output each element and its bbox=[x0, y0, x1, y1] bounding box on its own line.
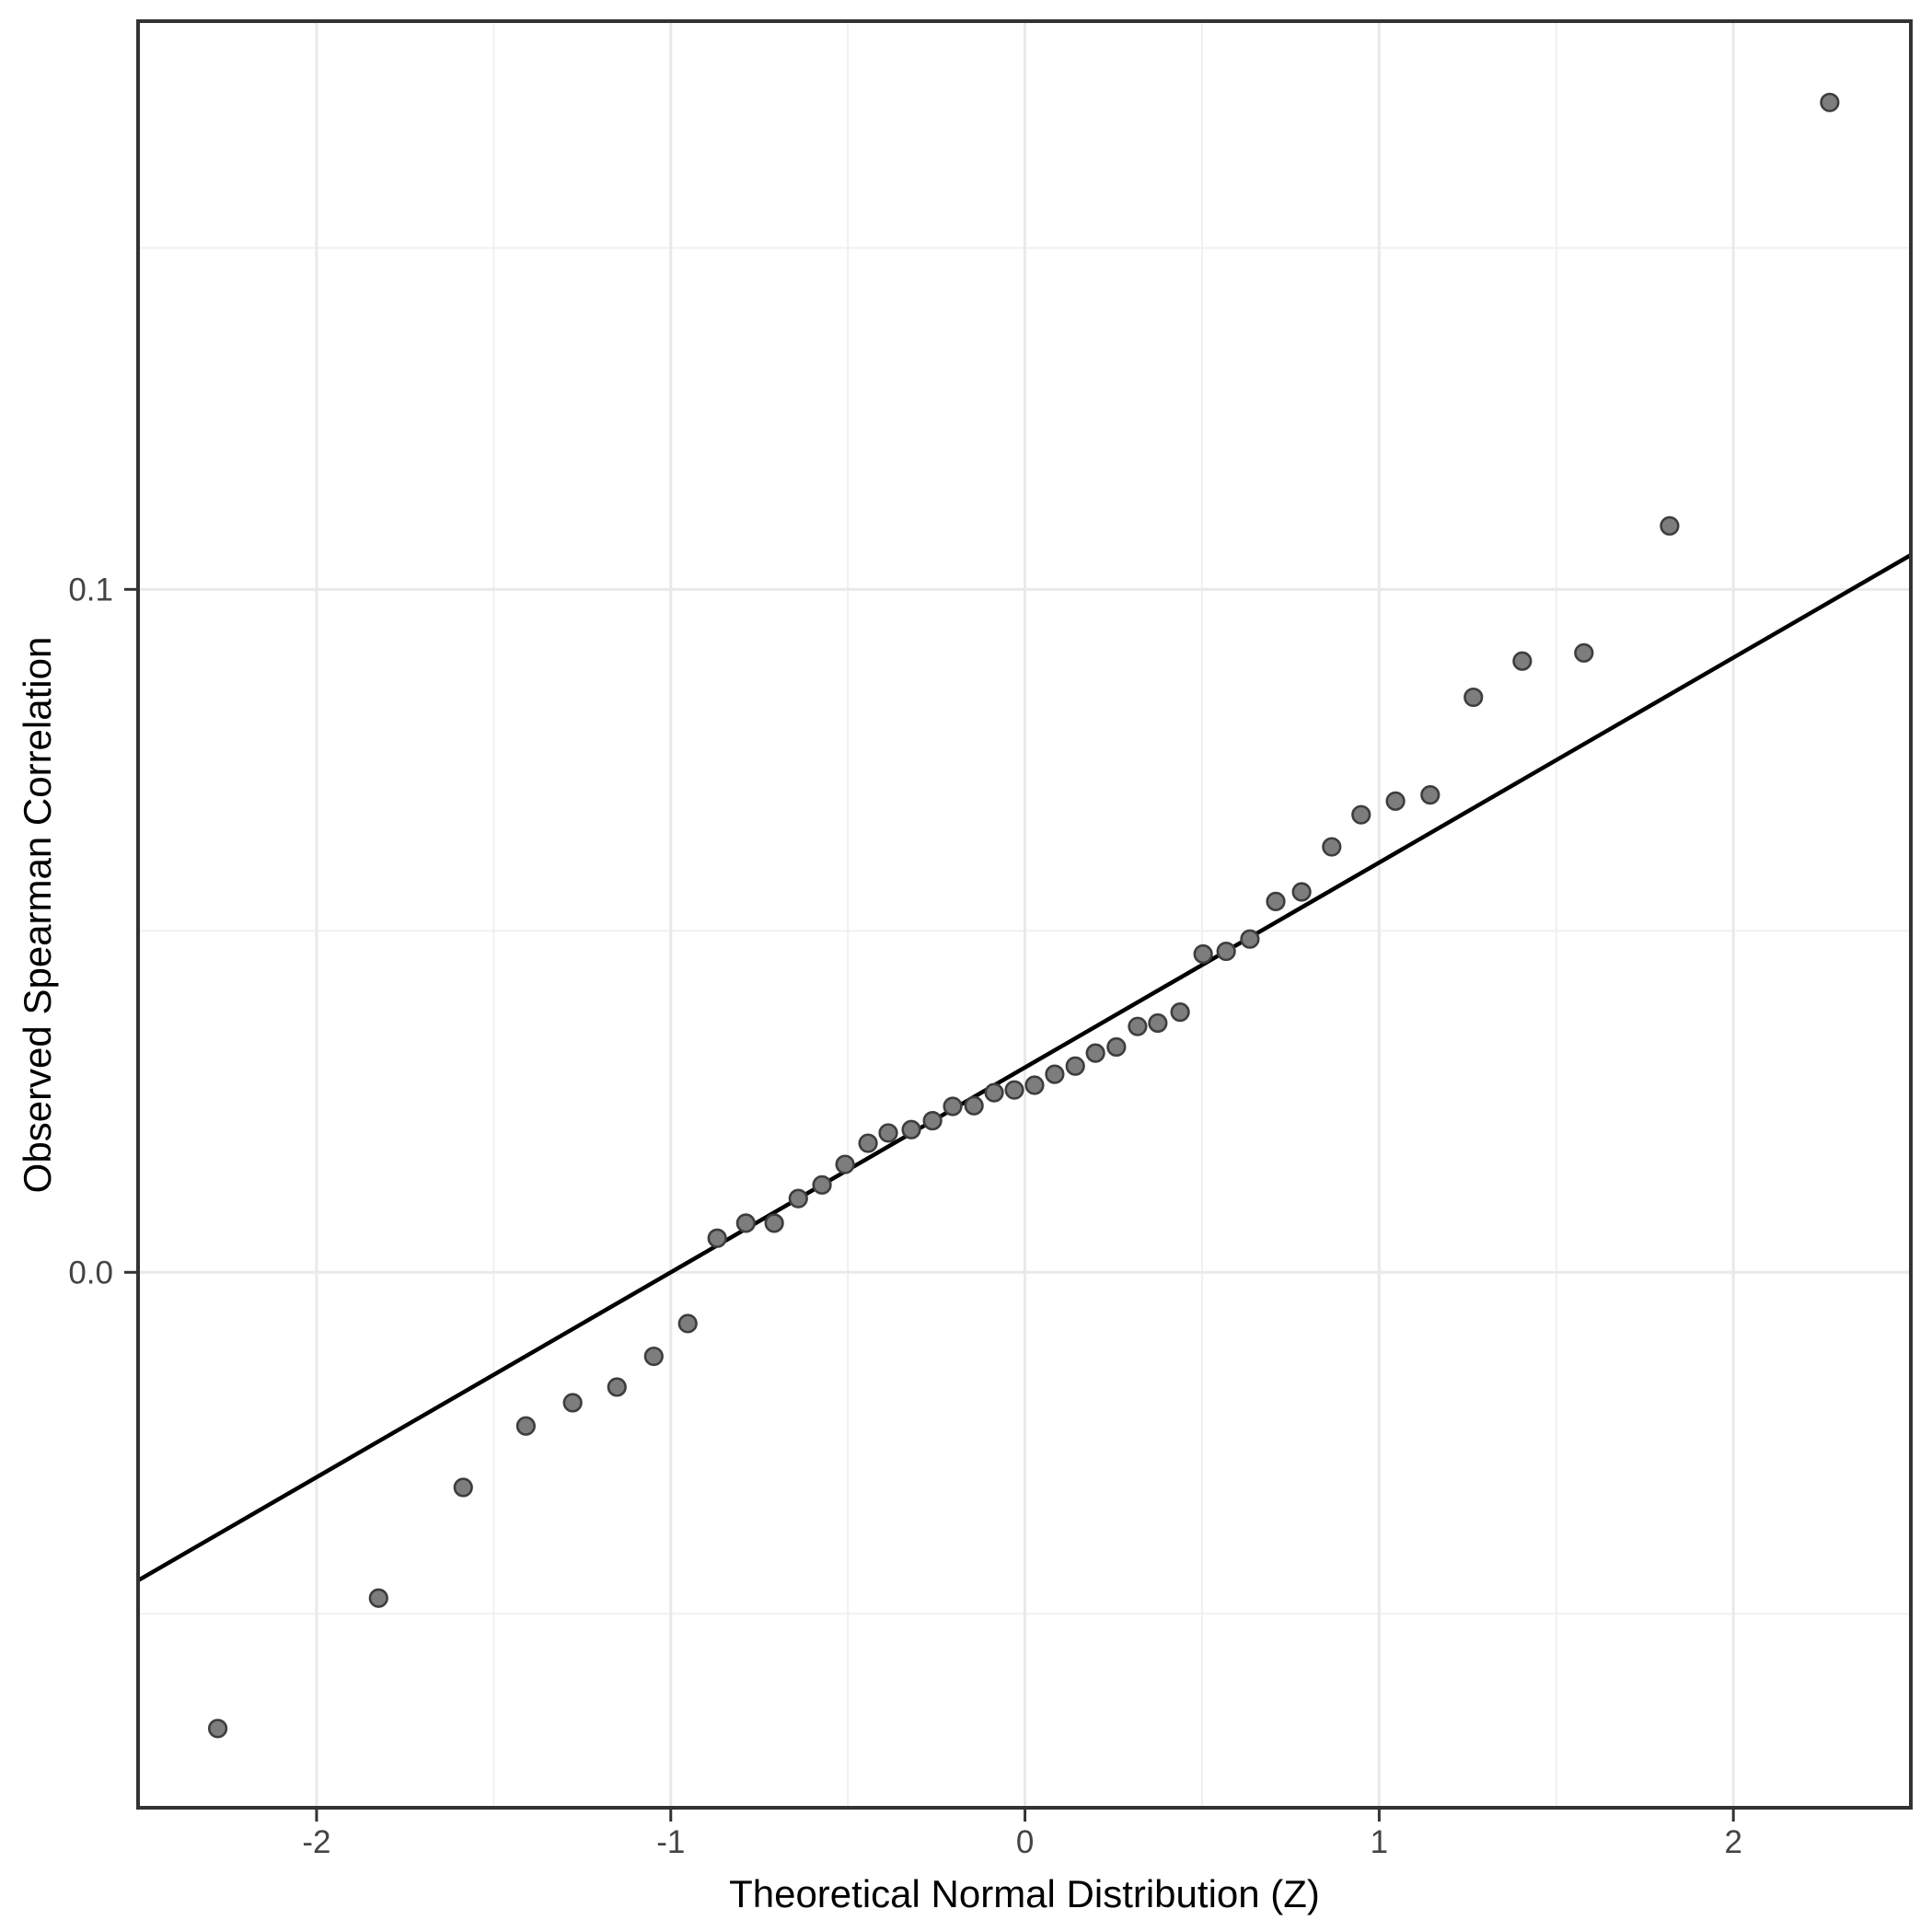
x-tick-label: 2 bbox=[1724, 1824, 1741, 1860]
x-tick-label: -1 bbox=[656, 1824, 685, 1860]
data-point bbox=[1065, 1056, 1085, 1076]
data-point bbox=[1322, 837, 1342, 857]
data-point bbox=[707, 1228, 727, 1248]
x-axis-title: Theoretical Normal Distribution (Z) bbox=[729, 1872, 1320, 1915]
axis-ticks-layer bbox=[124, 587, 1735, 1822]
data-point bbox=[964, 1095, 984, 1116]
data-point bbox=[1574, 642, 1594, 663]
x-tick-label: 0 bbox=[1016, 1824, 1034, 1860]
data-point bbox=[643, 1346, 664, 1367]
y-tick-label: 0.1 bbox=[68, 572, 113, 607]
data-point bbox=[1004, 1080, 1024, 1100]
data-point bbox=[1463, 687, 1484, 708]
data-points-layer bbox=[207, 92, 1840, 1739]
data-point bbox=[607, 1377, 627, 1397]
data-point bbox=[878, 1123, 898, 1143]
data-point bbox=[788, 1188, 808, 1209]
data-point bbox=[922, 1110, 943, 1131]
x-tick-label: -2 bbox=[302, 1824, 330, 1860]
data-point bbox=[515, 1416, 536, 1436]
data-point bbox=[835, 1154, 855, 1174]
y-axis-title: Observed Spearman Correlation bbox=[16, 637, 59, 1194]
data-point bbox=[984, 1082, 1004, 1103]
data-point bbox=[1266, 891, 1286, 912]
data-point bbox=[1420, 785, 1440, 805]
data-point bbox=[453, 1477, 473, 1498]
data-point bbox=[1351, 804, 1371, 825]
data-point bbox=[1820, 92, 1840, 112]
data-point bbox=[368, 1588, 388, 1608]
data-point bbox=[677, 1313, 698, 1334]
data-point bbox=[1170, 1002, 1190, 1023]
qq-reference-line bbox=[136, 553, 1913, 1583]
data-point bbox=[1512, 651, 1533, 671]
data-point bbox=[812, 1174, 832, 1195]
data-point bbox=[207, 1718, 228, 1739]
data-point bbox=[1106, 1036, 1127, 1058]
data-point bbox=[1193, 943, 1213, 965]
data-point bbox=[562, 1393, 583, 1413]
gridlines-major bbox=[138, 21, 1911, 1808]
data-point bbox=[1045, 1064, 1065, 1084]
data-point bbox=[1128, 1016, 1148, 1036]
data-point bbox=[764, 1213, 784, 1233]
data-point bbox=[1216, 941, 1236, 962]
data-point bbox=[1085, 1043, 1105, 1063]
data-point bbox=[858, 1133, 878, 1153]
y-tick-label: 0.0 bbox=[68, 1255, 113, 1290]
data-point bbox=[1024, 1075, 1045, 1095]
data-point bbox=[901, 1119, 921, 1140]
data-point bbox=[1240, 929, 1260, 949]
data-point bbox=[1660, 515, 1680, 536]
x-tick-label: 1 bbox=[1371, 1824, 1388, 1860]
data-point bbox=[1385, 791, 1406, 811]
data-point bbox=[1148, 1012, 1168, 1034]
data-point bbox=[943, 1096, 963, 1116]
reference-line-layer bbox=[136, 553, 1913, 1583]
data-point bbox=[1291, 882, 1312, 902]
tick-labels-layer: -2 -1 0 1 2 0.0 0.1 bbox=[68, 572, 1742, 1860]
data-point bbox=[735, 1213, 756, 1233]
